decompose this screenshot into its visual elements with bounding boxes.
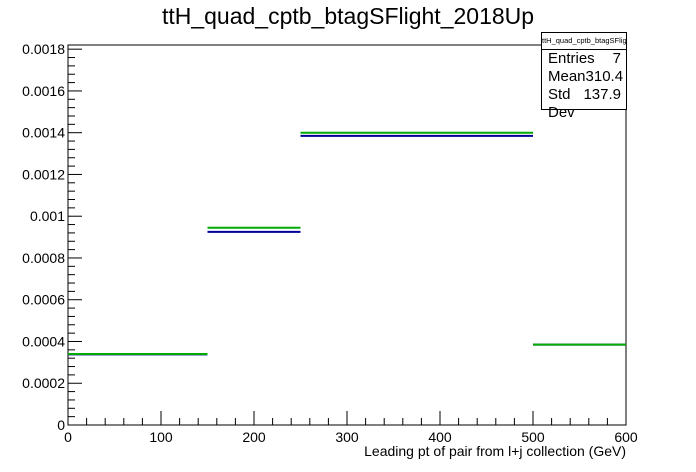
x-tick-label: 100 — [149, 429, 173, 445]
series-group — [68, 131, 626, 356]
series-2 — [68, 131, 626, 356]
x-axis-label: Leading pt of pair from l+j collection (… — [364, 443, 626, 459]
x-tick-label: 600 — [614, 429, 638, 445]
stats-box-title: ttH_quad_cptb_btagSFlight_2018Up — [542, 33, 626, 50]
series-1 — [68, 134, 626, 356]
x-tick-label: 400 — [428, 429, 452, 445]
y-tick-label: 0.0018 — [22, 41, 65, 57]
stats-value: 137.9 — [583, 86, 621, 103]
stats-row-mean: Mean 310.4 — [542, 68, 626, 86]
y-tick-label: 0.001 — [30, 208, 65, 224]
x-tick-label: 0 — [64, 429, 72, 445]
stats-label: Std Dev — [548, 86, 575, 121]
stats-row-entries: Entries 7 — [542, 50, 626, 68]
y-tick-label: 0.0004 — [22, 333, 65, 349]
y-tick-label: 0.0016 — [22, 83, 65, 99]
axes: 0 0.0002 0.0004 0.0006 0.0008 0.001 0.0012 0.00… — [22, 41, 638, 445]
y-tick-label: 0.0014 — [22, 125, 65, 141]
x-tick-label: 200 — [242, 429, 266, 445]
x-tick-label: 500 — [521, 429, 545, 445]
y-tick-label: 0.0002 — [22, 375, 65, 391]
stats-label: Mean — [548, 68, 586, 85]
stats-box: ttH_quad_cptb_btagSFlight_2018Up Entries… — [541, 32, 627, 121]
y-tick-label: 0 — [57, 417, 65, 433]
stats-row-stddev: Std Dev 137.9 — [542, 86, 626, 122]
y-tick-label: 0.0008 — [22, 250, 65, 266]
y-tick-label: 0.0012 — [22, 166, 65, 182]
stats-label: Entries — [548, 50, 595, 67]
stats-value: 310.4 — [585, 68, 624, 85]
chart-title: ttH_quad_cptb_btagSFlight_2018Up — [161, 3, 535, 29]
x-tick-label: 300 — [335, 429, 359, 445]
stats-value: 7 — [612, 50, 621, 67]
y-tick-label: 0.0006 — [22, 292, 65, 308]
